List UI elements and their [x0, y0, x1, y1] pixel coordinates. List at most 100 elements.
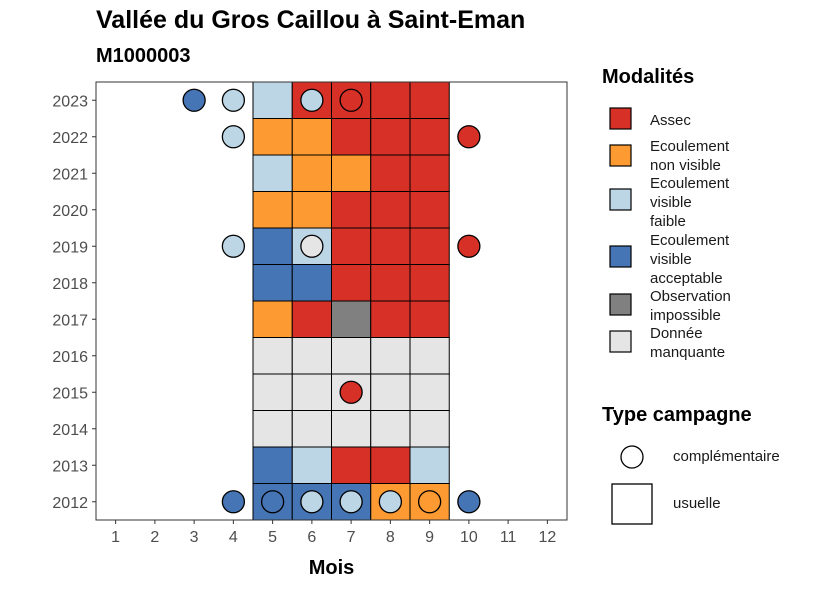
x-tick-label-8: 8 [386, 529, 395, 546]
x-tick-label-9: 9 [425, 529, 434, 546]
tile-usuelle-2014-6 [291, 410, 332, 448]
legend-key-assec [609, 107, 632, 130]
legend-label-ecoulement-non-visible: Ecoulement non visible [650, 138, 730, 174]
tile-usuelle-2020-9 [409, 191, 450, 229]
legend-label-assec: Assec [650, 112, 691, 129]
y-tick-label-2021: 2021 [52, 166, 88, 183]
y-tick-label-2012: 2012 [52, 495, 88, 512]
legend-key-observation-impossible [609, 293, 632, 316]
point-complementaire-2022-10 [457, 125, 481, 149]
tile-usuelle-2022-5 [252, 118, 293, 156]
tile-usuelle-2016-8 [370, 337, 411, 375]
point-complementaire-2019-6 [300, 234, 324, 258]
tile-usuelle-2014-7 [331, 410, 372, 448]
tile-usuelle-2013-7 [331, 446, 372, 484]
y-tick-label-2019: 2019 [52, 239, 88, 256]
point-complementaire-2023-4 [221, 88, 246, 112]
tile-usuelle-2018-5 [252, 264, 293, 302]
point-complementaire-2012-8 [378, 490, 403, 514]
y-tick-label-2023: 2023 [52, 93, 88, 110]
point-complementaire-2015-7 [339, 380, 363, 404]
tile-usuelle-2019-8 [370, 227, 411, 265]
point-complementaire-2012-9 [417, 490, 442, 514]
tile-usuelle-2013-6 [291, 446, 332, 484]
tile-usuelle-2018-6 [291, 264, 332, 302]
x-tick-label-6: 6 [307, 529, 316, 546]
y-tick-label-2016: 2016 [52, 349, 88, 366]
y-tick-label-2015: 2015 [52, 385, 88, 402]
tile-usuelle-2021-9 [409, 154, 450, 192]
x-tick-label-10: 10 [460, 529, 478, 546]
x-tick-label-4: 4 [229, 529, 238, 546]
chart-subtitle: M1000003 [96, 45, 191, 67]
tile-usuelle-2023-8 [370, 81, 411, 119]
tile-usuelle-2018-7 [331, 264, 372, 302]
y-tick-label-2020: 2020 [52, 203, 88, 220]
tile-usuelle-2013-5 [252, 446, 293, 484]
legend-label-usuelle: usuelle [673, 495, 721, 512]
tile-usuelle-2021-8 [370, 154, 411, 192]
legend-title-type-campagne: Type campagne [602, 404, 752, 426]
y-tick-label-2014: 2014 [52, 422, 88, 439]
tile-usuelle-2015-8 [370, 373, 411, 411]
point-complementaire-2012-7 [339, 490, 363, 514]
tile-usuelle-2015-5 [252, 373, 293, 411]
tile-usuelle-2016-7 [331, 337, 372, 375]
point-complementaire-2022-4 [221, 125, 246, 149]
chart-title: Vallée du Gros Caillou à Saint-Eman [96, 6, 526, 34]
tile-usuelle-2017-7 [331, 300, 372, 338]
legend-label-observation-impossible: Observation impossible [650, 288, 731, 324]
x-tick-label-2: 2 [150, 529, 159, 546]
tile-usuelle-2022-8 [370, 118, 411, 156]
legend-key-ecoulement-visible-acceptable [609, 245, 632, 268]
tile-usuelle-2017-5 [252, 300, 293, 338]
x-tick-label-12: 12 [538, 529, 556, 546]
point-complementaire-2012-4 [221, 490, 246, 514]
tile-usuelle-2014-8 [370, 410, 411, 448]
point-complementaire-2019-10 [457, 234, 481, 258]
point-complementaire-2023-6 [300, 88, 324, 112]
legend-label-ecoulement-visible-faible: Ecoulement visible faible [650, 175, 730, 230]
y-tick-label-2022: 2022 [52, 130, 88, 147]
point-complementaire-2012-6 [300, 490, 324, 514]
tile-usuelle-2021-5 [252, 154, 293, 192]
tile-usuelle-2016-6 [291, 337, 332, 375]
tile-usuelle-2019-7 [331, 227, 372, 265]
x-axis-title: Mois [309, 557, 355, 579]
x-tick-label-11: 11 [500, 529, 517, 546]
tile-usuelle-2023-9 [409, 81, 450, 119]
legend-title-modalites: Modalités [602, 66, 695, 88]
x-tick-label-5: 5 [268, 529, 277, 546]
tile-usuelle-2021-6 [291, 154, 332, 192]
tile-usuelle-2022-9 [409, 118, 450, 156]
y-tick-label-2018: 2018 [52, 276, 88, 293]
legend-key-complementaire [620, 445, 644, 469]
tile-usuelle-2020-7 [331, 191, 372, 229]
legend-label-donnee-manquante: Donnée manquante [650, 325, 726, 361]
tile-usuelle-2017-6 [291, 300, 332, 338]
tile-usuelle-2019-5 [252, 227, 293, 265]
point-complementaire-2023-7 [339, 88, 363, 112]
legend-label-ecoulement-visible-acceptable: Ecoulement visible acceptable [650, 232, 730, 287]
tile-usuelle-2017-9 [409, 300, 450, 338]
x-tick-label-1: 1 [111, 529, 120, 546]
legend-label-complementaire: complémentaire [673, 448, 780, 465]
tile-usuelle-2019-9 [409, 227, 450, 265]
tile-usuelle-2015-9 [409, 373, 450, 411]
legend-key-ecoulement-visible-faible [609, 188, 632, 211]
x-tick-label-3: 3 [190, 529, 199, 546]
x-tick-label-7: 7 [347, 529, 356, 546]
tile-usuelle-2018-8 [370, 264, 411, 302]
tile-usuelle-2017-8 [370, 300, 411, 338]
point-complementaire-2023-3 [182, 88, 206, 112]
legend-key-ecoulement-non-visible [609, 144, 632, 167]
legend-key-usuelle [611, 483, 653, 525]
tile-usuelle-2013-9 [409, 446, 450, 484]
plot-border [95, 81, 568, 521]
tile-usuelle-2016-5 [252, 337, 293, 375]
tile-usuelle-2023-5 [252, 81, 293, 119]
tile-usuelle-2013-8 [370, 446, 411, 484]
tile-usuelle-2021-7 [331, 154, 372, 192]
point-complementaire-2012-5 [260, 490, 285, 514]
